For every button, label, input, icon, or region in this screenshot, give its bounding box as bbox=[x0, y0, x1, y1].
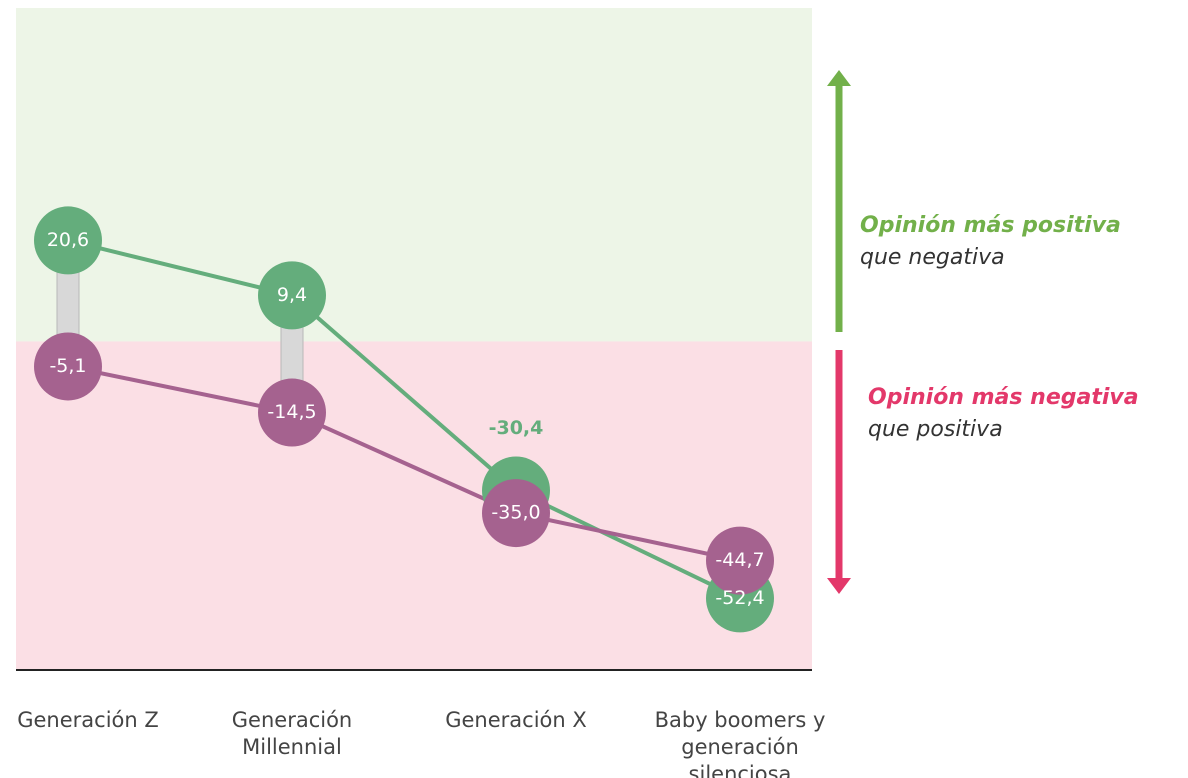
x-tick-label: Baby boomers y generación silenciosa bbox=[654, 708, 826, 778]
positive-band bbox=[16, 8, 812, 342]
annotation: Opinión más negativa que positiva bbox=[868, 382, 1139, 446]
value-label: -44,7 bbox=[715, 549, 764, 571]
x-tick-label: Generación Z bbox=[17, 708, 159, 732]
dot bbox=[482, 479, 550, 548]
value-label: 20,6 bbox=[47, 229, 89, 251]
annotation-title: Opinión más positiva bbox=[860, 213, 1121, 238]
annotation-text: que negativa bbox=[860, 245, 1005, 270]
value-label: 9,4 bbox=[277, 284, 307, 306]
dot bbox=[34, 206, 102, 275]
x-tick-label: Generación X bbox=[445, 708, 587, 732]
value-label: -5,1 bbox=[49, 355, 86, 377]
annotation: Opinión más positiva que negativa bbox=[860, 210, 1121, 274]
series-line bbox=[67, 364, 741, 563]
x-tick-label: Generación Millennial bbox=[231, 708, 353, 759]
dot bbox=[706, 526, 774, 595]
value-label: -52,4 bbox=[715, 587, 764, 609]
dot bbox=[258, 378, 326, 447]
annotation-title: Opinión más negativa bbox=[868, 385, 1139, 410]
negative-band bbox=[16, 341, 812, 670]
annotation-text: que positiva bbox=[868, 417, 1003, 442]
arrow-head bbox=[827, 578, 851, 594]
value-label: -30,4 bbox=[489, 417, 544, 439]
dot bbox=[258, 261, 326, 330]
arrow-head bbox=[827, 70, 851, 86]
series-line bbox=[67, 238, 741, 601]
dot bbox=[34, 332, 102, 401]
value-label: -35,0 bbox=[491, 502, 540, 524]
value-label: -14,5 bbox=[267, 401, 316, 423]
